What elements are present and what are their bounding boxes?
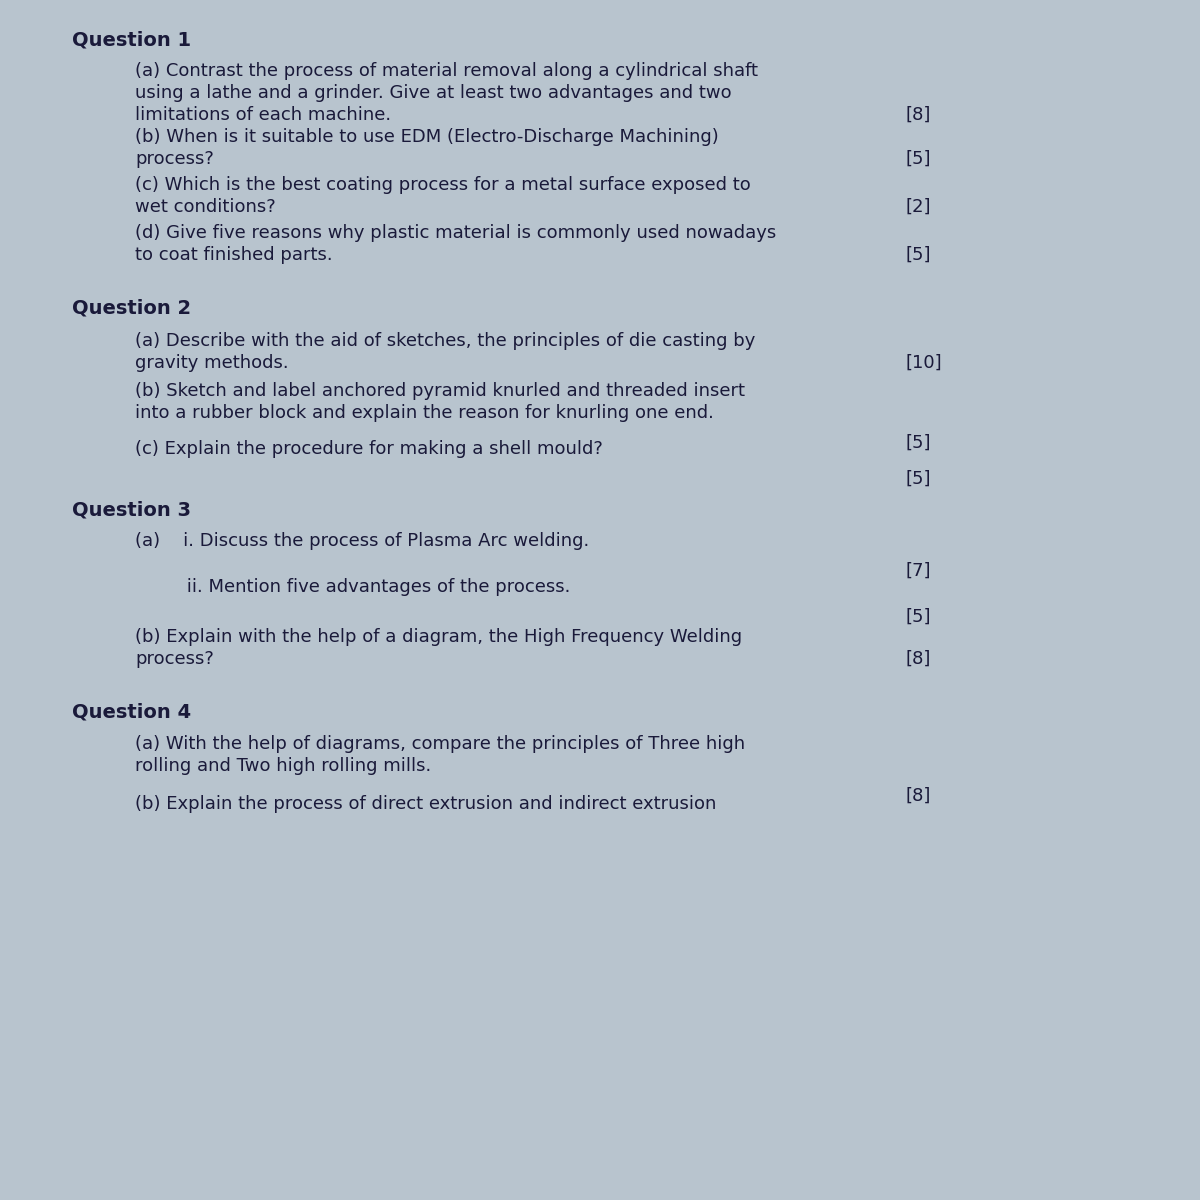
Text: (b) When is it suitable to use EDM (Electro-Discharge Machining): (b) When is it suitable to use EDM (Elec… [134, 128, 719, 146]
Text: [5]: [5] [905, 470, 930, 488]
Text: Question 1: Question 1 [72, 30, 191, 49]
Text: [8]: [8] [905, 787, 930, 805]
Text: (a)    i. Discuss the process of Plasma Arc welding.: (a) i. Discuss the process of Plasma Arc… [134, 532, 589, 550]
Text: (d) Give five reasons why plastic material is commonly used nowadays: (d) Give five reasons why plastic materi… [134, 224, 776, 242]
Text: (c) Which is the best coating process for a metal surface exposed to: (c) Which is the best coating process fo… [134, 176, 751, 194]
Text: rolling and Two high rolling mills.: rolling and Two high rolling mills. [134, 757, 431, 775]
Text: [8]: [8] [905, 650, 930, 668]
Text: [8]: [8] [905, 106, 930, 124]
Text: Question 4: Question 4 [72, 702, 191, 721]
Text: [2]: [2] [905, 198, 930, 216]
Text: (a) Contrast the process of material removal along a cylindrical shaft: (a) Contrast the process of material rem… [134, 62, 758, 80]
Text: to coat finished parts.: to coat finished parts. [134, 246, 332, 264]
Text: process?: process? [134, 650, 214, 668]
Text: into a rubber block and explain the reason for knurling one end.: into a rubber block and explain the reas… [134, 404, 714, 422]
Text: (a) With the help of diagrams, compare the principles of Three high: (a) With the help of diagrams, compare t… [134, 734, 745, 754]
Text: (b) Explain the process of direct extrusion and indirect extrusion: (b) Explain the process of direct extrus… [134, 794, 716, 814]
Text: using a lathe and a grinder. Give at least two advantages and two: using a lathe and a grinder. Give at lea… [134, 84, 732, 102]
Text: (b) Sketch and label anchored pyramid knurled and threaded insert: (b) Sketch and label anchored pyramid kn… [134, 382, 745, 400]
Text: (c) Explain the procedure for making a shell mould?: (c) Explain the procedure for making a s… [134, 440, 602, 458]
Text: gravity methods.: gravity methods. [134, 354, 289, 372]
Text: [5]: [5] [905, 608, 930, 626]
Text: ii. Mention five advantages of the process.: ii. Mention five advantages of the proce… [134, 578, 570, 596]
Text: [5]: [5] [905, 150, 930, 168]
Text: [7]: [7] [905, 562, 930, 580]
Text: [10]: [10] [905, 354, 942, 372]
Text: Question 2: Question 2 [72, 298, 191, 317]
Text: Question 3: Question 3 [72, 500, 191, 518]
Text: [5]: [5] [905, 434, 930, 452]
Text: limitations of each machine.: limitations of each machine. [134, 106, 391, 124]
Text: wet conditions?: wet conditions? [134, 198, 276, 216]
Text: [5]: [5] [905, 246, 930, 264]
Text: process?: process? [134, 150, 214, 168]
Text: (a) Describe with the aid of sketches, the principles of die casting by: (a) Describe with the aid of sketches, t… [134, 332, 755, 350]
Text: (b) Explain with the help of a diagram, the High Frequency Welding: (b) Explain with the help of a diagram, … [134, 628, 742, 646]
